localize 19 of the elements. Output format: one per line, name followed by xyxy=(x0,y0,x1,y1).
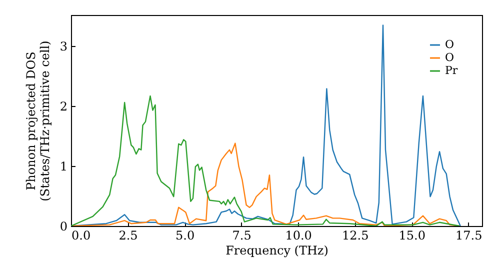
y-tick-label: 3 xyxy=(60,40,68,54)
y-tick-label: 0 xyxy=(60,220,68,234)
y-tick-label: 2 xyxy=(60,100,68,114)
legend-label: Pr xyxy=(445,64,458,77)
x-tick-label: 15.0 xyxy=(398,228,426,242)
x-tick-label: 0.0 xyxy=(72,228,91,242)
x-tick-label: 2.5 xyxy=(118,228,138,242)
line-series xyxy=(71,95,460,226)
x-tick-label: 5.0 xyxy=(175,228,195,242)
line-series xyxy=(71,24,462,226)
y-axis-title: Phonon projected DOS (States/THz·primitive cell) xyxy=(24,40,52,202)
x-axis-title: Frequency (THz) xyxy=(226,244,328,258)
y-tick-label: 1 xyxy=(60,160,68,174)
x-tick-label: 17.5 xyxy=(456,228,482,242)
x-tick-label: 12.5 xyxy=(342,228,369,242)
x-tick-label: 10.0 xyxy=(285,228,312,242)
legend-label: O xyxy=(445,38,454,51)
legend-label: O xyxy=(445,51,454,64)
x-tick-label: 7.5 xyxy=(232,228,252,242)
